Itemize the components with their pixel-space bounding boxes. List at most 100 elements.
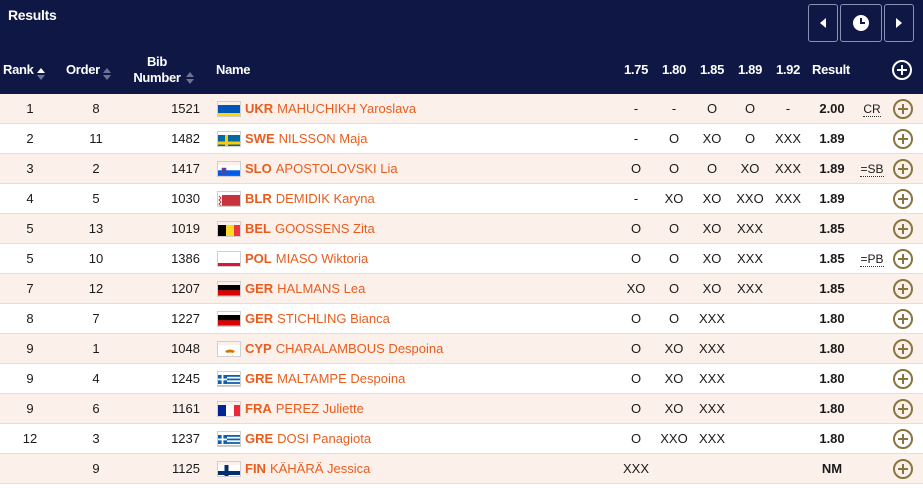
athlete-name-link[interactable]: KÄHÄRÄ Jessica [269,461,371,476]
next-button[interactable] [884,4,914,42]
athlete-name-link[interactable]: PEREZ Juliette [275,401,364,416]
table-row[interactable]: 5 10 1386 POL MIASO Wiktoria O O XO XXX 1.85 =PB [0,244,923,274]
athlete-cell[interactable]: SWE NILSSON Maja [217,124,597,154]
record-badge[interactable]: =SB [860,162,884,177]
sort-asc-icon[interactable] [36,68,46,80]
previous-button[interactable] [808,4,838,42]
table-row[interactable]: 1 8 1521 UKR MAHUCHIKH Yaroslava - - O O - 2.00 CR [0,94,923,124]
table-row[interactable]: 5 13 1019 BEL GOOSSENS Zita O O XO XXX 1.85 [0,214,923,244]
noc-code: UKR [245,101,274,116]
expand-row-icon[interactable] [893,399,913,419]
sort-icon[interactable] [186,72,195,84]
bib-cell: 1125 [172,461,200,476]
athlete-cell[interactable]: BEL GOOSSENS Zita [217,214,597,244]
table-row[interactable]: 3 2 1417 SLO APOSTOLOVSKI Lia O O O XO XXX 1.89 =SB [0,154,923,184]
athlete-cell[interactable]: GER STICHLING Bianca [217,304,597,334]
expand-row-icon[interactable] [893,219,913,239]
bib-cell: 1207 [171,281,200,296]
athlete-cell[interactable]: POL MIASO Wiktoria [217,244,597,274]
table-row[interactable]: 7 12 1207 GER HALMANS Lea XO O XO XXX 1.85 [0,274,923,304]
expand-row-icon[interactable] [893,129,913,149]
athlete-name-link[interactable]: APOSTOLOVSKI Lia [275,161,398,176]
table-row[interactable]: 9 6 1161 FRA PEREZ Juliette O XO XXX 1.80 [0,394,923,424]
expand-row-icon[interactable] [893,339,913,359]
athlete-name-link[interactable]: GOOSSENS Zita [275,221,375,236]
athlete-cell[interactable]: SLO APOSTOLOVSKI Lia [217,154,597,184]
expand-row-icon[interactable] [893,279,913,299]
attempt-cell [770,364,806,394]
clock-icon [853,15,869,31]
athlete-name-link[interactable]: DEMIDIK Karyna [275,191,375,206]
table-row[interactable]: 12 3 1237 GRE DOSI Panagiota O XXO XXX 1.80 [0,424,923,454]
expand-row-icon[interactable] [893,429,913,449]
column-header-height: 1.80 [661,62,687,77]
attempt-cell: O [668,131,680,146]
bib-cell: 1245 [171,371,200,386]
expand-row-icon[interactable] [893,369,913,389]
attempt-cell [656,454,692,484]
attempt-cell: O [630,161,642,176]
record-cell: CR [858,94,886,124]
record-cell [858,394,886,424]
attempt-cell [694,454,730,484]
athlete-name-link[interactable]: DOSI Panagiota [277,431,372,446]
bib-cell: 1417 [171,161,200,176]
table-row[interactable]: 2 11 1482 SWE NILSSON Maja - O XO O XXX 1.89 [0,124,923,154]
athlete-name-link[interactable]: NILSSON Maja [278,131,368,146]
table-row[interactable]: 9 1 1048 CYP CHARALAMBOUS Despoina O XO XXX 1.80 [0,334,923,364]
expand-row-icon[interactable] [893,249,913,269]
expand-all-icon[interactable] [892,60,912,80]
athlete-name-link[interactable]: MIASO Wiktoria [275,251,369,266]
expand-row-icon[interactable] [893,99,913,119]
order-cell: 13 [88,221,104,236]
live-clock-button[interactable] [840,4,882,42]
blr-flag-icon [217,191,241,207]
athlete-cell[interactable]: GRE DOSI Panagiota [217,424,597,454]
noc-code: FRA [245,401,272,416]
athlete-name-link[interactable]: CHARALAMBOUS Despoina [275,341,444,356]
attempt-cell: O [630,221,642,236]
expand-row-icon[interactable] [893,189,913,209]
expand-row-icon[interactable] [893,309,913,329]
athlete-name-link[interactable]: MAHUCHIKH Yaroslava [277,101,417,116]
rank-cell: 9 [26,401,34,416]
expand-row-icon[interactable] [893,459,913,479]
expand-row-icon[interactable] [893,159,913,179]
sort-icon[interactable] [102,68,112,80]
athlete-cell[interactable]: BLR DEMIDIK Karyna [217,184,597,214]
column-header-height: 1.85 [699,62,725,77]
record-cell [858,364,886,394]
athlete-name-link[interactable]: STICHLING Bianca [277,311,390,326]
column-header-rank[interactable]: Rank [3,62,46,80]
athlete-cell[interactable]: FIN KÄHÄRÄ Jessica [217,454,597,484]
table-row[interactable]: 9 4 1245 GRE MALTAMPE Despoina O XO XXX 1.80 [0,364,923,394]
bib-label: Bib Number [133,54,181,85]
athlete-name-link[interactable]: HALMANS Lea [277,281,366,296]
gre-flag-icon [217,371,241,387]
slo-flag-icon [217,161,241,177]
record-badge[interactable]: CR [863,102,881,117]
athlete-cell[interactable]: GRE MALTAMPE Despoina [217,364,597,394]
column-header-order[interactable]: Order [66,62,112,80]
athlete-cell[interactable]: FRA PEREZ Juliette [217,394,597,424]
athlete-name-link[interactable]: MALTAMPE Despoina [277,371,406,386]
attempt-cell [732,364,768,394]
table-row[interactable]: 8 7 1227 GER STICHLING Bianca O O XXX 1.80 [0,304,923,334]
attempt-cell: XO [626,281,646,296]
attempt-cell [770,424,806,454]
attempt-cell: - [633,191,639,206]
record-badge[interactable]: =PB [860,252,884,267]
bib-cell: 1048 [171,341,200,356]
table-row[interactable]: 9 1125 FIN KÄHÄRÄ Jessica XXX NM [0,454,923,484]
order-cell: 1 [92,341,100,356]
athlete-cell[interactable]: CYP CHARALAMBOUS Despoina [217,334,597,364]
athlete-cell[interactable]: GER HALMANS Lea [217,274,597,304]
athlete-cell[interactable]: UKR MAHUCHIKH Yaroslava [217,94,597,124]
attempt-cell: O [668,161,680,176]
rank-cell: 12 [22,431,38,446]
attempt-cell: XXX [698,311,725,326]
table-row[interactable]: 4 5 1030 BLR DEMIDIK Karyna - XO XO XXO XXX 1.89 [0,184,923,214]
column-header-bib[interactable]: Bib Number [128,54,198,86]
bib-cell: 1030 [171,191,200,206]
noc-code: SWE [245,131,275,146]
